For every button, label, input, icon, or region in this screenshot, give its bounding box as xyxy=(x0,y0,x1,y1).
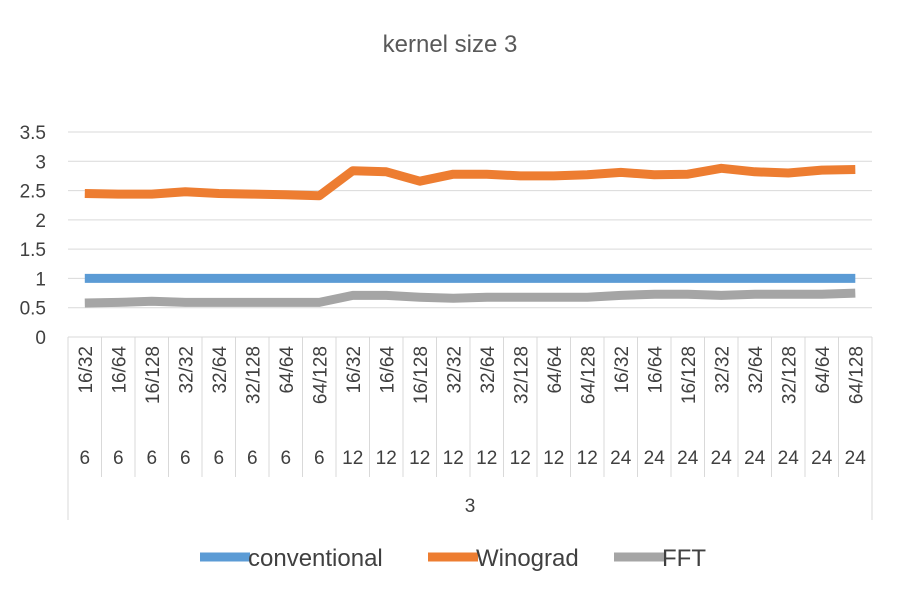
group-label: 12 xyxy=(376,448,397,469)
group-label: 6 xyxy=(146,448,157,469)
group-label: 24 xyxy=(845,448,867,469)
x-tick-label: 16/32 xyxy=(612,346,633,394)
group-label: 24 xyxy=(744,448,766,469)
x-tick-label: 16/64 xyxy=(109,346,130,394)
group-label: 6 xyxy=(314,448,325,469)
y-tick-label: 2 xyxy=(35,211,46,232)
series-line-winograd xyxy=(84,163,856,201)
x-tick-label: 64/64 xyxy=(813,346,834,394)
x-tick-label: 32/32 xyxy=(712,346,733,394)
x-tick-label: 16/128 xyxy=(411,346,432,404)
x-tick-label: 16/32 xyxy=(344,346,365,394)
group-label: 12 xyxy=(342,448,363,469)
group-label: 24 xyxy=(677,448,699,469)
group-label: 12 xyxy=(409,448,430,469)
group-label: 24 xyxy=(644,448,666,469)
legend-label: FFT xyxy=(662,545,706,572)
x-tick-label: 16/64 xyxy=(645,346,666,394)
group-label: 6 xyxy=(79,448,90,469)
series-line-fft xyxy=(84,288,856,308)
x-tick-label: 32/128 xyxy=(243,346,264,404)
x-tick-label: 64/128 xyxy=(578,346,599,404)
y-tick-label: 1.5 xyxy=(20,240,46,261)
legend: conventional Winograd FFT xyxy=(200,545,706,572)
group-label: 6 xyxy=(180,448,191,469)
group-label: 6 xyxy=(213,448,224,469)
group-label: 12 xyxy=(577,448,598,469)
x-tick-label: 32/64 xyxy=(478,346,499,394)
y-tick-label: 3 xyxy=(35,152,46,173)
chart-title: kernel size 3 xyxy=(383,31,518,58)
group-label: 24 xyxy=(610,448,632,469)
x-tick-label: 64/64 xyxy=(277,346,298,394)
y-tick-label: 0.5 xyxy=(20,299,46,320)
x-tick-label: 16/128 xyxy=(679,346,700,404)
x-tick-label: 32/64 xyxy=(746,346,767,394)
x-tick-label: 16/64 xyxy=(377,346,398,394)
plot-area xyxy=(84,163,856,308)
group-label: 12 xyxy=(543,448,564,469)
y-tick-label: 2.5 xyxy=(20,182,46,203)
group-label: 6 xyxy=(113,448,124,469)
legend-label: conventional xyxy=(248,545,383,572)
group-label: 6 xyxy=(247,448,258,469)
y-tick-label: 3.5 xyxy=(20,123,46,144)
group-label: 6 xyxy=(280,448,291,469)
x-tick-label: 16/32 xyxy=(76,346,97,394)
group-label: 12 xyxy=(510,448,531,469)
y-axis: 0 0.5 1 1.5 2 2.5 3 3.5 xyxy=(20,123,46,349)
group-label: 24 xyxy=(811,448,833,469)
group-label: 24 xyxy=(711,448,733,469)
x-axis: 16/32 6 16/64 6 16/128 6 32/32 6 32/64 6 32/128 6 64… xyxy=(67,337,873,520)
x-tick-label: 32/64 xyxy=(210,346,231,394)
y-tick-label: 1 xyxy=(35,269,46,290)
group-label: 24 xyxy=(778,448,800,469)
x-tick-label: 64/64 xyxy=(545,346,566,394)
x-tick-label: 32/32 xyxy=(444,346,465,394)
x-tick-label: 32/128 xyxy=(779,346,800,404)
top-group-label: 3 xyxy=(465,496,476,517)
x-tick-label: 32/128 xyxy=(511,346,532,404)
y-tick-label: 0 xyxy=(35,328,46,349)
x-tick-label: 16/128 xyxy=(143,346,164,404)
group-label: 12 xyxy=(476,448,497,469)
x-tick-label: 32/32 xyxy=(176,346,197,394)
legend-label: Winograd xyxy=(476,545,579,572)
group-label: 12 xyxy=(443,448,464,469)
x-tick-label: 64/128 xyxy=(846,346,867,404)
x-tick-label: 64/128 xyxy=(310,346,331,404)
